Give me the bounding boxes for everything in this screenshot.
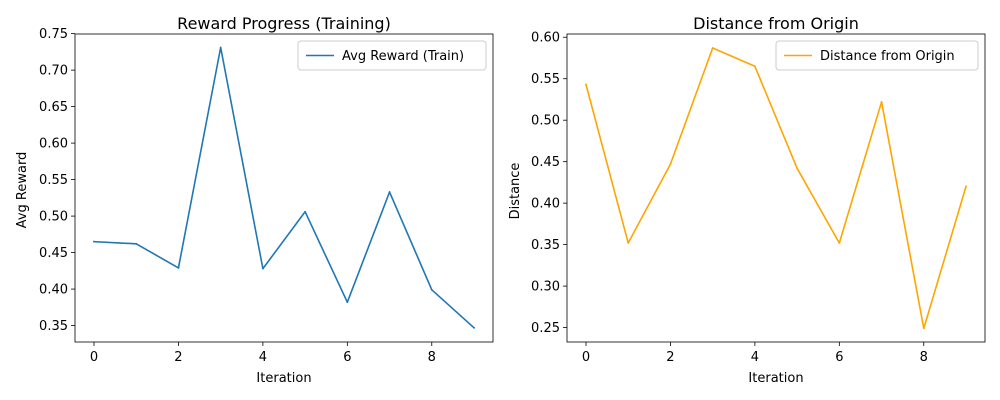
distance-chart-title: Distance from Origin	[693, 14, 859, 33]
reward-data-point	[304, 210, 307, 213]
distance-x-tick-label: 8	[920, 350, 928, 365]
reward-y-tick-label: 0.50	[39, 210, 68, 225]
reward-x-tick-label: 0	[90, 350, 98, 365]
reward-y-tick-label: 0.55	[39, 173, 68, 188]
reward-y-tick-label: 0.45	[39, 246, 68, 261]
reward-chart-ylabel: Avg Reward	[15, 152, 30, 229]
reward-plot-frame	[74, 33, 494, 343]
reward-x-tick-label: 6	[343, 350, 351, 365]
reward-data-point	[473, 326, 475, 329]
reward-chart-title: Reward Progress (Training)	[177, 14, 391, 33]
reward-legend-label: Avg Reward (Train)	[342, 49, 464, 64]
distance-chart-ylabel: Distance	[508, 163, 523, 220]
reward-data-point	[219, 46, 222, 49]
distance-data-point	[796, 167, 799, 170]
reward-data-point	[261, 267, 264, 270]
distance-chart-xlabel: Iteration	[748, 371, 803, 386]
distance-data-point	[711, 47, 714, 49]
distance-data-point	[922, 327, 925, 330]
distance-data-point	[753, 65, 756, 68]
reward-data-point	[388, 191, 391, 193]
reward-data-point	[135, 242, 138, 245]
reward-y-tick-label: 0.75	[39, 27, 68, 42]
distance-legend	[775, 40, 979, 71]
distance-y-tick-label: 0.35	[531, 238, 560, 253]
reward-x-tick-label: 2	[174, 350, 182, 365]
distance-chart: Distance from Origin Iteration Distance …	[508, 14, 986, 386]
reward-data-point	[430, 288, 433, 291]
distance-legend-label: Distance from Origin	[820, 49, 955, 64]
distance-y-tick-label: 0.50	[531, 114, 560, 129]
distance-plot-frame	[566, 33, 986, 343]
reward-data-point	[346, 301, 349, 304]
distance-y-tick-label: 0.45	[531, 155, 560, 170]
distance-y-tick-label: 0.30	[531, 280, 560, 295]
distance-x-tick-label: 2	[666, 350, 674, 365]
distance-x-tick-label: 4	[751, 350, 759, 365]
reward-chart: Reward Progress (Training) Iteration Avg…	[15, 14, 494, 386]
distance-data-point	[627, 242, 630, 244]
distance-y-tick-label: 0.25	[531, 321, 560, 336]
reward-legend	[297, 40, 487, 71]
reward-y-tick-label: 0.35	[39, 319, 68, 334]
distance-x-tick-label: 6	[835, 350, 843, 365]
reward-y-tick-label: 0.70	[39, 64, 68, 79]
reward-y-tick-label: 0.40	[39, 283, 68, 298]
distance-data-point	[585, 83, 587, 86]
reward-y-tick-label: 0.60	[39, 137, 68, 152]
distance-series-line	[585, 47, 967, 330]
distance-data-point	[669, 163, 672, 166]
distance-data-point	[880, 101, 883, 103]
reward-y-tick-label: 0.65	[39, 100, 68, 115]
distance-y-tick-label: 0.60	[531, 31, 560, 46]
reward-x-tick-label: 4	[259, 350, 267, 365]
distance-x-tick-label: 0	[582, 350, 590, 365]
distance-data-point	[965, 185, 967, 188]
reward-series-line	[93, 46, 476, 329]
distance-y-tick-label: 0.40	[531, 197, 560, 212]
reward-data-point	[177, 267, 180, 269]
reward-x-tick-label: 8	[428, 350, 436, 365]
distance-data-point	[838, 242, 841, 244]
distance-y-tick-label: 0.55	[531, 72, 560, 87]
reward-chart-xlabel: Iteration	[256, 371, 311, 386]
reward-data-point	[93, 240, 95, 243]
